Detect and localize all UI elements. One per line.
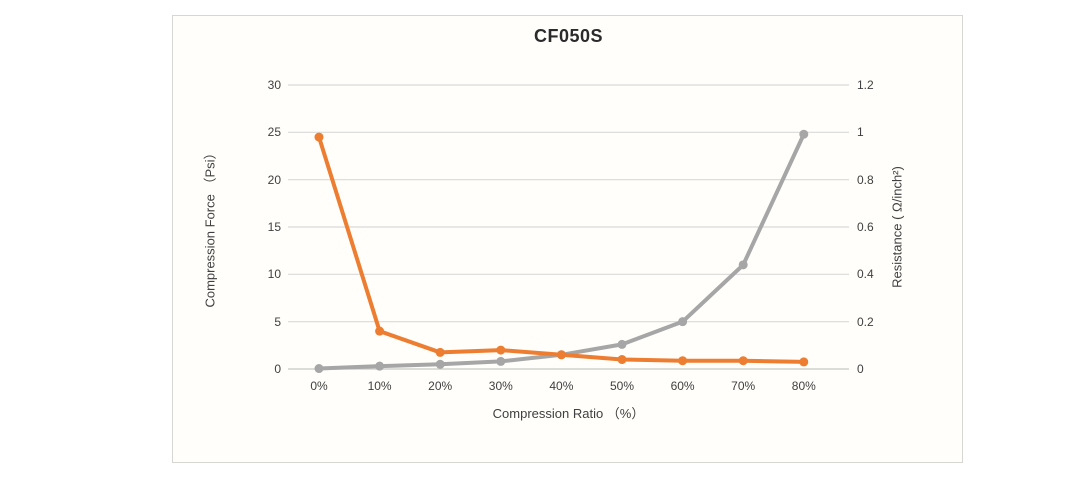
- x-axis-tick-label: 40%: [549, 379, 574, 393]
- y-axis-left-tick-label: 0: [274, 362, 281, 376]
- x-axis-tick-label: 30%: [488, 379, 513, 393]
- data-point-marker-compression-force: [617, 339, 627, 349]
- y-axis-left-tick-label: 30: [267, 78, 281, 92]
- data-point-marker-resistance: [375, 326, 385, 336]
- y-axis-left-tick-label: 10: [267, 267, 281, 282]
- y-axis-right-tick-label: 0.2: [857, 314, 874, 329]
- x-axis-title: Compression Ratio （%）: [492, 406, 645, 421]
- y-axis-right-tick-label: 1.2: [857, 78, 874, 92]
- y-axis-right-tick-label: 1: [857, 125, 864, 140]
- series-line-resistance: [317, 135, 806, 364]
- x-axis-tick-label: 10%: [367, 379, 392, 393]
- x-axis-tick-label: 0%: [310, 379, 328, 393]
- data-point-marker-resistance: [617, 355, 627, 365]
- x-axis-tick-label: 80%: [791, 379, 816, 393]
- data-point-marker-resistance: [738, 356, 748, 366]
- chart-title: CF050S: [533, 26, 604, 46]
- data-point-marker-compression-force: [678, 317, 688, 327]
- data-point-marker-compression-force: [375, 361, 385, 371]
- data-point-marker-compression-force: [435, 359, 445, 369]
- y-axis-right-tick-label: 0.8: [857, 172, 874, 187]
- y-axis-left-tick-label: 5: [274, 314, 281, 329]
- data-point-marker-compression-force: [738, 260, 748, 270]
- data-point-marker-resistance: [556, 350, 566, 360]
- y-axis-left-tick-label: 25: [267, 125, 281, 140]
- plot-area: [288, 84, 849, 374]
- y-axis-right-tick-label: 0.4: [857, 267, 874, 282]
- data-point-marker-compression-force: [799, 129, 809, 139]
- x-axis-tick-label: 20%: [428, 379, 453, 393]
- data-point-marker-resistance: [678, 356, 688, 366]
- data-point-marker-resistance: [799, 357, 809, 367]
- chart-container: CF050S Compression Force （Psi） Resistanc…: [172, 15, 963, 463]
- y-axis-left-tick-label: 20: [267, 172, 281, 187]
- y-axis-left-tick-label: 15: [267, 220, 281, 234]
- data-point-marker-compression-force: [314, 364, 324, 374]
- x-axis-tick-label: 70%: [731, 379, 756, 393]
- data-point-marker-resistance: [496, 345, 506, 355]
- data-point-marker-resistance: [435, 347, 445, 357]
- x-axis-tick-label: 50%: [609, 379, 635, 393]
- data-point-marker-compression-force: [496, 356, 506, 366]
- y-axis-right-tick-label: 0.6: [857, 220, 874, 234]
- data-point-marker-resistance: [314, 132, 324, 142]
- x-axis-tick-label: 60%: [670, 379, 695, 393]
- y-axis-right-tick-label: 0: [857, 362, 864, 376]
